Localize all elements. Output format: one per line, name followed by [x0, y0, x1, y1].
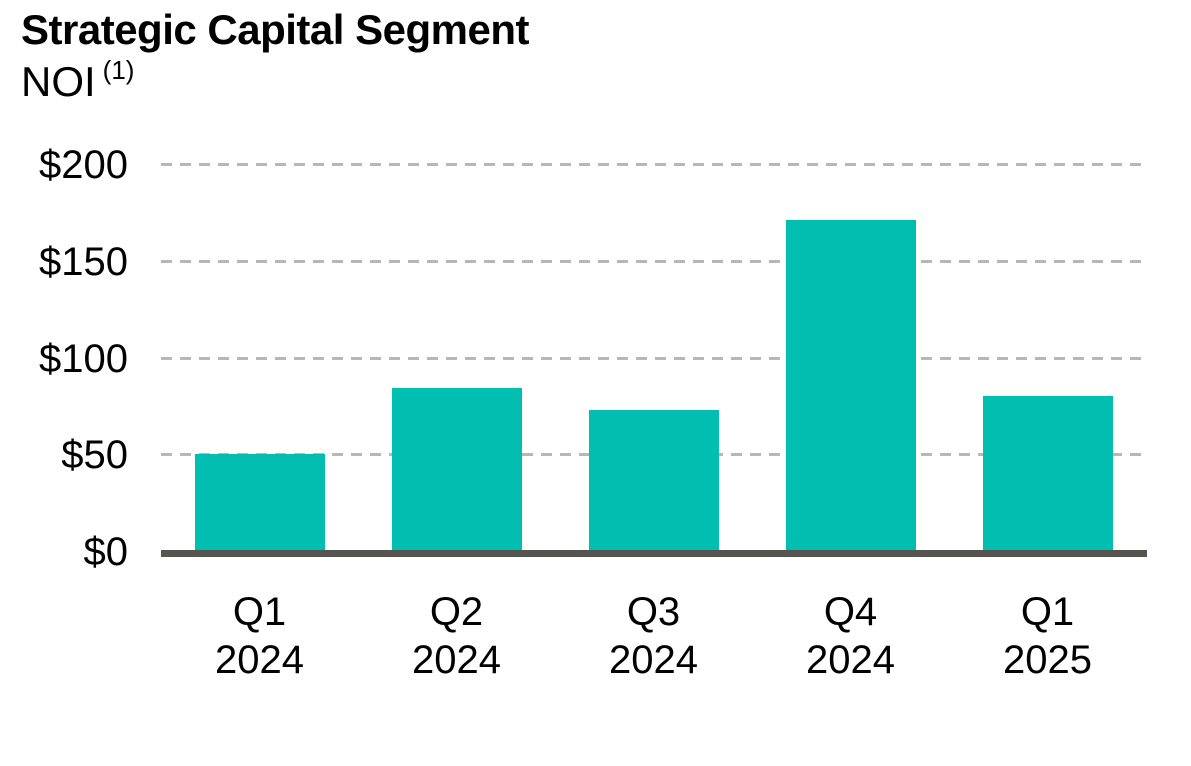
- y-axis-tick-label: $100: [39, 336, 128, 381]
- bar-q3-2024: [588, 409, 719, 551]
- chart-subtitle-text: NOI: [21, 58, 96, 105]
- bar-q1-2024: [194, 454, 325, 551]
- chart-subtitle: NOI (1): [21, 55, 135, 106]
- gridline-100: [161, 356, 1146, 360]
- y-axis-tick-label: $200: [39, 143, 128, 187]
- chart-title: Strategic Capital Segment: [21, 6, 529, 53]
- x-axis-category-label: Q2 2024: [412, 590, 501, 682]
- x-axis-category-label: Q1 2024: [215, 590, 304, 682]
- x-axis-category-label: Q1 2025: [1003, 590, 1092, 682]
- plot-area: [161, 163, 1146, 551]
- gridline-200: [161, 163, 1146, 166]
- bar-q4-2024: [785, 220, 916, 551]
- x-axis-category-label: Q3 2024: [609, 590, 698, 682]
- x-axis-category-label: Q4 2024: [806, 590, 895, 682]
- y-axis-tick-label: $0: [83, 530, 129, 574]
- x-axis-line: [161, 550, 1147, 557]
- y-axis-tick-label: $50: [61, 433, 128, 478]
- footnote-marker: (1): [102, 55, 135, 85]
- bar-q2-2024: [391, 388, 522, 551]
- gridline-150: [161, 259, 1146, 263]
- bar-q1-2025: [982, 396, 1113, 551]
- y-axis-tick-label: $150: [39, 239, 128, 284]
